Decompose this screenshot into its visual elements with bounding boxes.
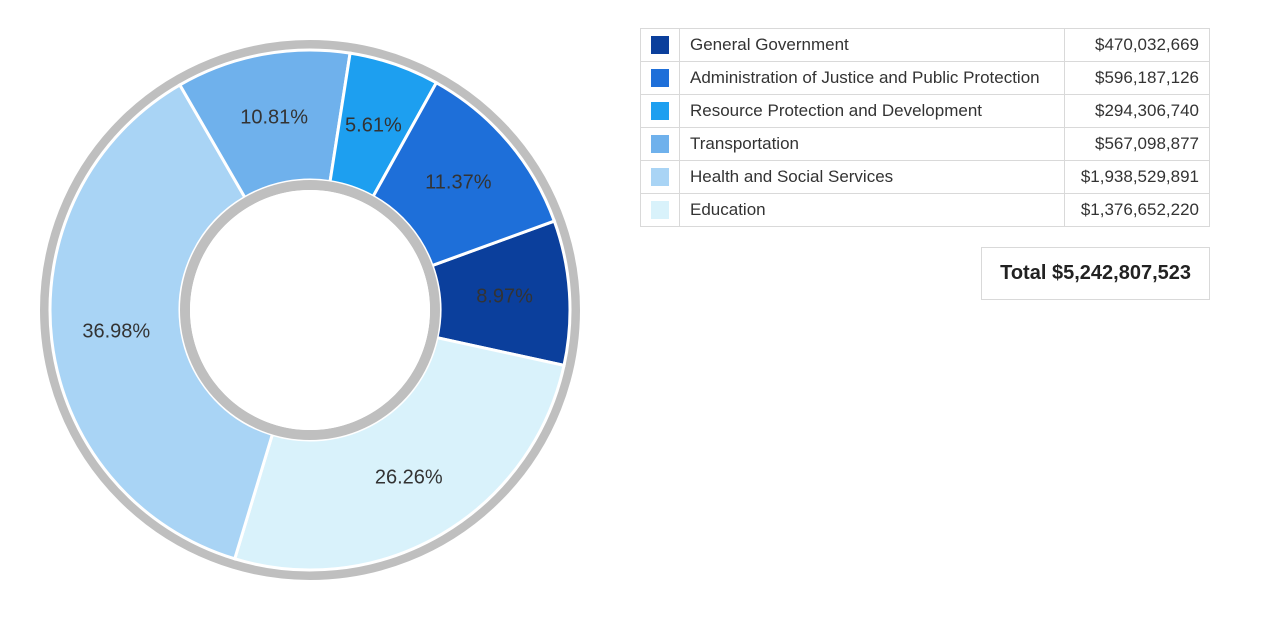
legend-swatch-cell: [641, 29, 680, 62]
slice-percent-label: 36.98%: [82, 321, 150, 344]
legend-swatch: [651, 201, 669, 219]
legend-value: $294,306,740: [1065, 95, 1210, 128]
slice-percent-label: 8.97%: [476, 285, 533, 308]
legend-swatch-cell: [641, 95, 680, 128]
legend-value: $1,938,529,891: [1065, 161, 1210, 194]
total-label: Total: [1000, 262, 1046, 284]
legend-label: Health and Social Services: [680, 161, 1065, 194]
legend-label: Education: [680, 194, 1065, 227]
legend-swatch-cell: [641, 128, 680, 161]
legend-swatch-cell: [641, 62, 680, 95]
legend-value: $1,376,652,220: [1065, 194, 1210, 227]
legend-row: Administration of Justice and Public Pro…: [641, 62, 1210, 95]
slice-percent-label: 5.61%: [345, 114, 402, 137]
legend-value: $470,032,669: [1065, 29, 1210, 62]
legend-value: $596,187,126: [1065, 62, 1210, 95]
legend-swatch: [651, 102, 669, 120]
total-box: Total $5,242,807,523: [981, 247, 1210, 300]
slice-percent-label: 11.37%: [425, 172, 491, 195]
legend-swatch-cell: [641, 161, 680, 194]
legend-row: Transportation$567,098,877: [641, 128, 1210, 161]
legend-label: Resource Protection and Development: [680, 95, 1065, 128]
donut-chart: 8.97% 26.26% 36.98% 10.81% 5.61% 11.37%: [20, 20, 600, 600]
legend-label: Transportation: [680, 128, 1065, 161]
legend-swatch-cell: [641, 194, 680, 227]
total-value: $5,242,807,523: [1052, 262, 1191, 284]
legend-swatch: [651, 135, 669, 153]
legend-label: General Government: [680, 29, 1065, 62]
legend-row: General Government$470,032,669: [641, 29, 1210, 62]
legend-panel: General Government$470,032,669Administra…: [640, 28, 1210, 300]
legend-swatch: [651, 36, 669, 54]
legend-value: $567,098,877: [1065, 128, 1210, 161]
legend-row: Resource Protection and Development$294,…: [641, 95, 1210, 128]
legend-table: General Government$470,032,669Administra…: [640, 28, 1210, 227]
legend-row: Health and Social Services$1,938,529,891: [641, 161, 1210, 194]
legend-row: Education$1,376,652,220: [641, 194, 1210, 227]
slice-percent-label: 26.26%: [375, 467, 443, 490]
legend-swatch: [651, 168, 669, 186]
legend-swatch: [651, 69, 669, 87]
slice-percent-label: 10.81%: [240, 107, 308, 130]
legend-label: Administration of Justice and Public Pro…: [680, 62, 1065, 95]
